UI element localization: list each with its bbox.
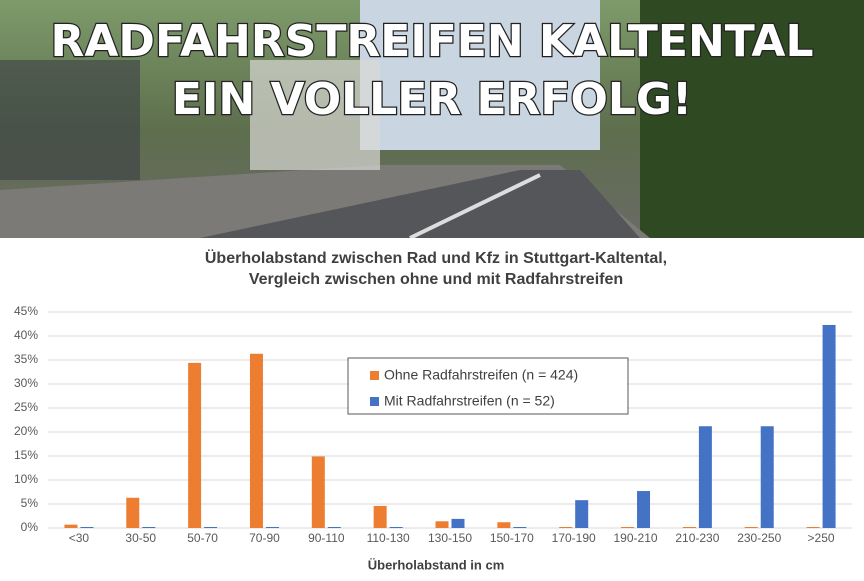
x-tick-label: 30-50 (125, 531, 156, 545)
x-tick-label: 70-90 (249, 531, 280, 545)
x-tick-label: 150-170 (490, 531, 534, 545)
x-tick-label: 230-250 (737, 531, 781, 545)
bar (451, 518, 465, 528)
bar (698, 426, 712, 528)
x-tick-label: 90-110 (308, 531, 345, 545)
legend-label: Ohne Radfahrstreifen (n = 424) (384, 367, 578, 383)
bar (621, 527, 635, 528)
bar (389, 527, 403, 528)
x-axis-label: Überholabstand in cm (368, 557, 505, 572)
bar (311, 456, 325, 528)
chart-title: Überholabstand zwischen Rad und Kfz in S… (205, 248, 667, 267)
y-tick-label: 35% (14, 352, 38, 366)
legend-box (347, 357, 629, 415)
bar (513, 527, 527, 528)
headline: RADFAHRSTREIFEN KALTENTAL (51, 16, 814, 67)
y-tick-label: 25% (14, 400, 38, 414)
bar (64, 524, 78, 528)
bar (806, 527, 820, 528)
y-tick-label: 45% (14, 304, 38, 318)
y-tick-label: 40% (14, 328, 38, 342)
x-tick-label: 210-230 (675, 531, 719, 545)
y-tick-label: 10% (14, 472, 38, 486)
bar (682, 527, 696, 528)
x-tick-label: >250 (808, 531, 835, 545)
y-tick-label: 20% (14, 424, 38, 438)
legend-swatch (370, 397, 379, 406)
bar (575, 500, 589, 528)
bar (80, 527, 94, 528)
x-tick-label: 110-130 (367, 531, 410, 545)
legend-label: Mit Radfahrstreifen (n = 52) (384, 393, 555, 409)
bar (188, 362, 202, 528)
photo (0, 0, 864, 240)
bar (559, 527, 573, 528)
bar (822, 324, 836, 528)
bar (760, 426, 774, 528)
y-tick-label: 5% (21, 496, 39, 510)
headline: EIN VOLLER ERFOLG! (172, 74, 692, 125)
x-tick-label: 130-150 (428, 531, 472, 545)
legend-swatch (370, 371, 379, 380)
bar (126, 497, 140, 528)
y-tick-label: 0% (21, 520, 39, 534)
bar (204, 527, 218, 528)
x-tick-label: 50-70 (187, 531, 218, 545)
bar (265, 527, 279, 528)
bar (637, 491, 651, 528)
x-tick-label: <30 (69, 531, 90, 545)
bar (744, 527, 758, 528)
y-tick-label: 30% (14, 376, 38, 390)
bar (249, 353, 263, 528)
chart-title: Vergleich zwischen ohne und mit Radfahrs… (249, 271, 623, 288)
bar (497, 522, 511, 528)
bar (373, 505, 387, 528)
bar (142, 527, 156, 528)
y-tick-label: 15% (14, 448, 38, 462)
bar (327, 527, 341, 528)
x-tick-label: 170-190 (552, 531, 596, 545)
x-tick-label: 190-210 (614, 531, 658, 545)
bar (435, 521, 449, 528)
